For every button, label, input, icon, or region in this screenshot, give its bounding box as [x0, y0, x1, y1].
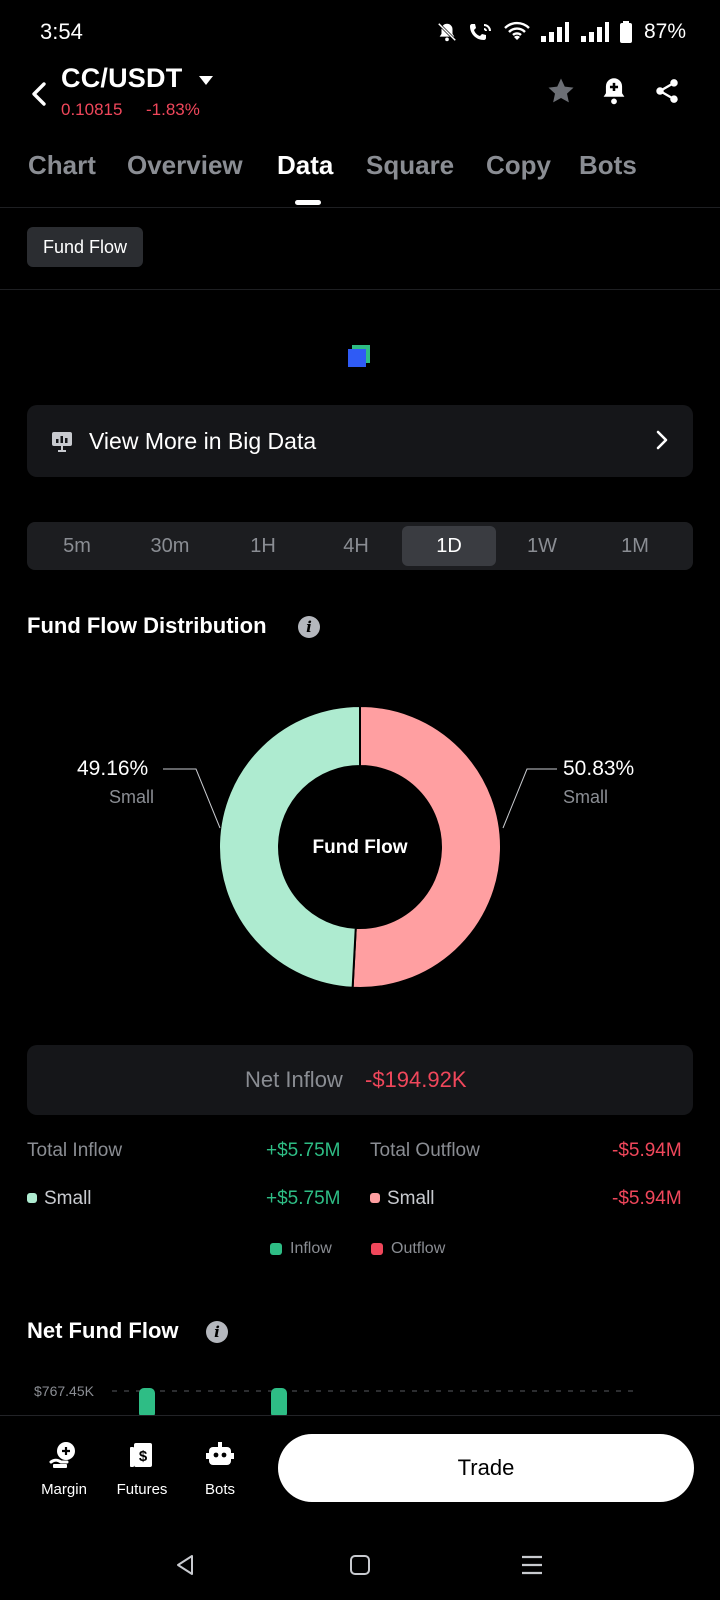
margin-label: Margin: [41, 1481, 87, 1498]
small-outflow-dot: [370, 1193, 380, 1203]
trade-button[interactable]: Trade: [278, 1434, 694, 1502]
small-inflow-value: +$5.75M: [266, 1188, 341, 1209]
left-leader-line: [163, 768, 221, 829]
net-inflow-label: Net Inflow: [245, 1067, 343, 1092]
legend-outflow-label: Outflow: [391, 1240, 446, 1257]
net-fund-flow-y-tick: $767.45K: [34, 1383, 94, 1399]
period-4h[interactable]: 4H: [343, 534, 369, 557]
donut-slice-inflow: [218, 704, 361, 989]
total-outflow-value: -$5.94M: [612, 1140, 682, 1161]
donut-slice-outflow: [351, 704, 502, 989]
right-leader-line: [502, 768, 557, 829]
period-selector: 5m 30m 1H 4H 1D 1W 1M: [27, 522, 693, 570]
system-nav-bar: [0, 1525, 720, 1600]
robot-icon: [206, 1442, 234, 1465]
view-big-data-label: View More in Big Data: [89, 428, 317, 454]
net-fund-flow-chart: [0, 1375, 720, 1418]
signal-icon-2: [580, 21, 610, 43]
nav-home-icon[interactable]: [340, 1545, 380, 1585]
share-icon[interactable]: [650, 74, 684, 108]
total-outflow-label: Total Outflow: [370, 1140, 480, 1161]
tab-divider: [0, 207, 720, 208]
futures-icon: $: [130, 1443, 152, 1467]
caret-down-icon[interactable]: [199, 73, 213, 91]
margin-icon: [49, 1442, 75, 1468]
pair-selector[interactable]: CC/USDT: [61, 63, 183, 93]
section-divider: [0, 289, 720, 290]
net-fund-flow-title: Net Fund Flow: [27, 1318, 179, 1343]
status-bar: 3:54 87%: [0, 0, 720, 62]
signal-icon-1: [540, 21, 570, 43]
favorite-star-icon[interactable]: [544, 74, 578, 108]
net-inflow-card: Net Inflow -$194.92K: [27, 1045, 693, 1115]
mute-bell-icon: [436, 21, 458, 43]
period-1h[interactable]: 1H: [250, 534, 276, 557]
total-inflow-value: +$5.75M: [266, 1140, 341, 1161]
right-slice-label: Small: [563, 787, 609, 807]
price-change: -1.83%: [146, 100, 200, 119]
period-5m[interactable]: 5m: [63, 534, 91, 557]
tab-chart[interactable]: Chart: [28, 150, 96, 180]
bots-button[interactable]: Bots: [185, 1440, 255, 1498]
small-inflow-label: Small: [44, 1188, 92, 1209]
fund-flow-chip[interactable]: Fund Flow: [27, 227, 144, 267]
net-flow-bar: [139, 1388, 155, 1418]
donut-center-label: Fund Flow: [312, 837, 408, 858]
fund-flow-distribution-title: Fund Flow Distribution: [27, 613, 267, 638]
net-flow-bar: [271, 1388, 287, 1418]
small-outflow-label: Small: [387, 1188, 435, 1209]
futures-label: Futures: [116, 1481, 168, 1498]
tab-overview[interactable]: Overview: [127, 150, 243, 180]
left-slice-percent: 49.16%: [77, 757, 149, 780]
bottom-action-bar: Margin $ Futures Bots Trade: [0, 1415, 720, 1525]
status-icons: 87%: [436, 18, 686, 46]
battery-percent: 87%: [643, 20, 686, 43]
tab-bots[interactable]: Bots: [579, 150, 637, 180]
fund-flow-donut-chart: [0, 660, 720, 1000]
last-price: 0.10815: [61, 100, 123, 119]
period-1d[interactable]: 1D: [402, 526, 496, 566]
small-outflow-value: -$5.94M: [612, 1188, 682, 1209]
net-inflow-value: -$194.92K: [365, 1067, 467, 1092]
legend-outflow-swatch: [371, 1243, 383, 1255]
wifi-icon: [504, 21, 530, 43]
left-slice-label: Small: [109, 787, 155, 807]
back-button[interactable]: [24, 74, 54, 114]
net-fund-flow-info-icon[interactable]: i: [206, 1321, 228, 1343]
wifi-calling-icon: [468, 21, 494, 43]
futures-button[interactable]: $ Futures: [107, 1440, 177, 1498]
tab-copy[interactable]: Copy: [486, 150, 551, 180]
view-big-data-row[interactable]: View More in Big Data: [27, 405, 693, 477]
nav-recents-icon[interactable]: [512, 1545, 552, 1585]
bots-label: Bots: [204, 1481, 235, 1498]
period-1m[interactable]: 1M: [621, 534, 649, 557]
svg-text:$: $: [139, 1448, 148, 1465]
right-slice-percent: 50.83%: [563, 757, 635, 780]
active-tab-indicator: [295, 200, 321, 205]
legend-inflow-swatch: [270, 1243, 282, 1255]
loading-logo-icon: [348, 345, 370, 367]
chevron-right-icon: [655, 429, 669, 456]
margin-button[interactable]: Margin: [29, 1440, 99, 1498]
status-time: 3:54: [40, 19, 83, 44]
small-inflow-dot: [27, 1193, 37, 1203]
tab-square[interactable]: Square: [366, 150, 455, 180]
tab-bar: Chart Overview Data Square Copy Bots: [28, 150, 720, 200]
nav-back-icon[interactable]: [165, 1545, 205, 1585]
chevron-left-icon: [32, 82, 46, 106]
period-1w[interactable]: 1W: [527, 534, 557, 557]
battery-icon: [619, 21, 632, 43]
info-icon[interactable]: i: [298, 616, 320, 638]
tab-data[interactable]: Data: [277, 150, 334, 180]
add-alert-bell-icon[interactable]: [597, 74, 631, 108]
legend-inflow-label: Inflow: [290, 1240, 332, 1257]
period-30m[interactable]: 30m: [150, 534, 190, 557]
total-inflow-label: Total Inflow: [27, 1140, 123, 1161]
presentation-chart-icon: [51, 430, 73, 457]
